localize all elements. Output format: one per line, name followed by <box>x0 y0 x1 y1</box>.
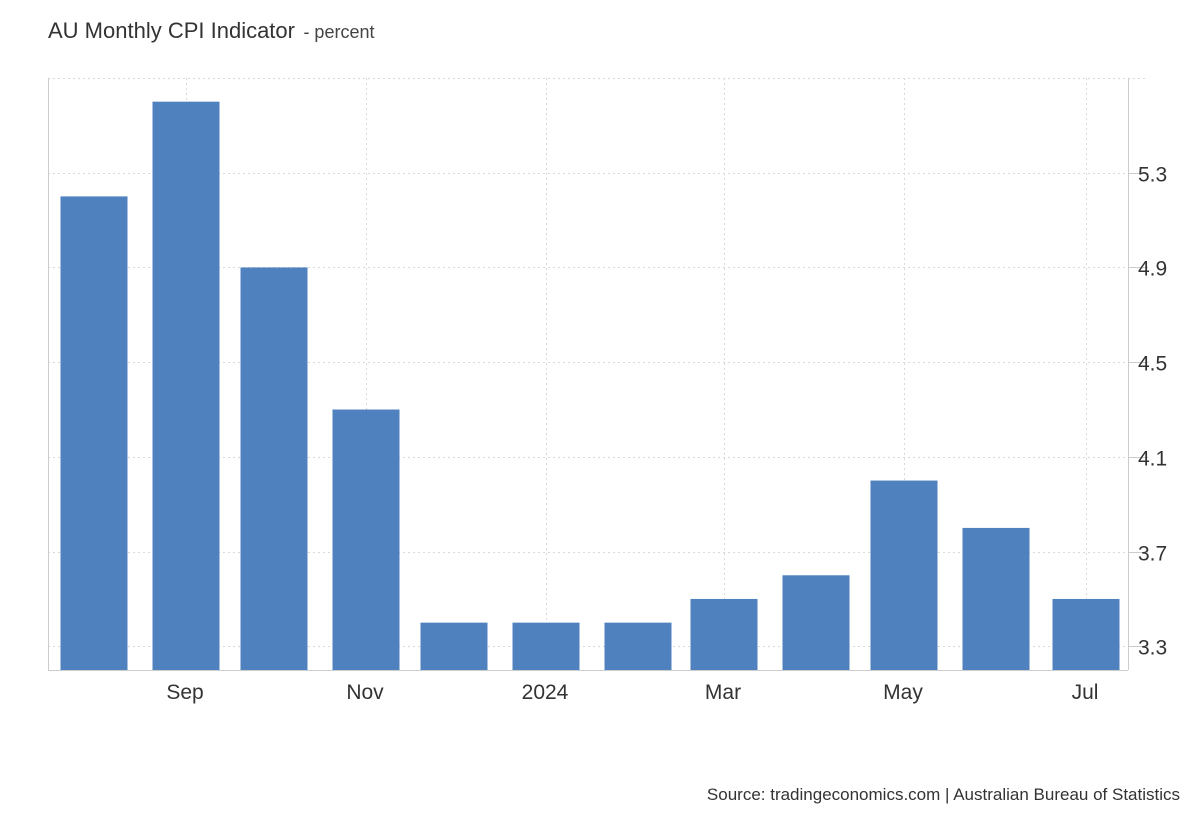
chart-subtitle: - percent <box>303 22 375 42</box>
bar <box>604 622 672 670</box>
bar <box>152 101 220 671</box>
bar <box>420 622 488 670</box>
x-tick-label: Mar <box>705 681 741 704</box>
x-tick-label: Sep <box>166 681 203 704</box>
y-tick-label: 5.3 <box>1138 164 1167 187</box>
grid-lines <box>48 78 1148 670</box>
axes <box>48 78 1148 671</box>
bar <box>782 575 850 670</box>
x-tick-label: Nov <box>346 681 384 704</box>
y-tick-label: 4.9 <box>1138 258 1167 281</box>
x-tick-label: Jul <box>1072 681 1099 704</box>
bar <box>870 480 938 670</box>
y-tick-label: 4.5 <box>1138 353 1167 376</box>
y-tick-label: 3.7 <box>1138 543 1167 566</box>
bar <box>240 267 308 670</box>
y-tick-label: 3.3 <box>1138 637 1167 660</box>
chart-title-row: AU Monthly CPI Indicator - percent <box>48 18 374 44</box>
bar-series <box>60 101 1120 671</box>
y-tick-label: 4.1 <box>1138 448 1167 471</box>
tick-labels: 3.3 3.7 4.1 4.5 4.9 5.3 Sep Nov 2024 Mar May Jul <box>166 164 1167 705</box>
x-tick-label: 2024 <box>522 681 569 704</box>
bar <box>1052 598 1120 670</box>
bar <box>60 196 128 670</box>
bar <box>512 622 580 670</box>
source-note: Source: tradingeconomics.com | Australia… <box>706 785 1180 804</box>
x-tick-label: May <box>883 681 923 704</box>
bar <box>332 409 400 670</box>
chart-title: AU Monthly CPI Indicator <box>48 18 295 43</box>
bar <box>690 598 758 670</box>
bar <box>962 527 1030 670</box>
